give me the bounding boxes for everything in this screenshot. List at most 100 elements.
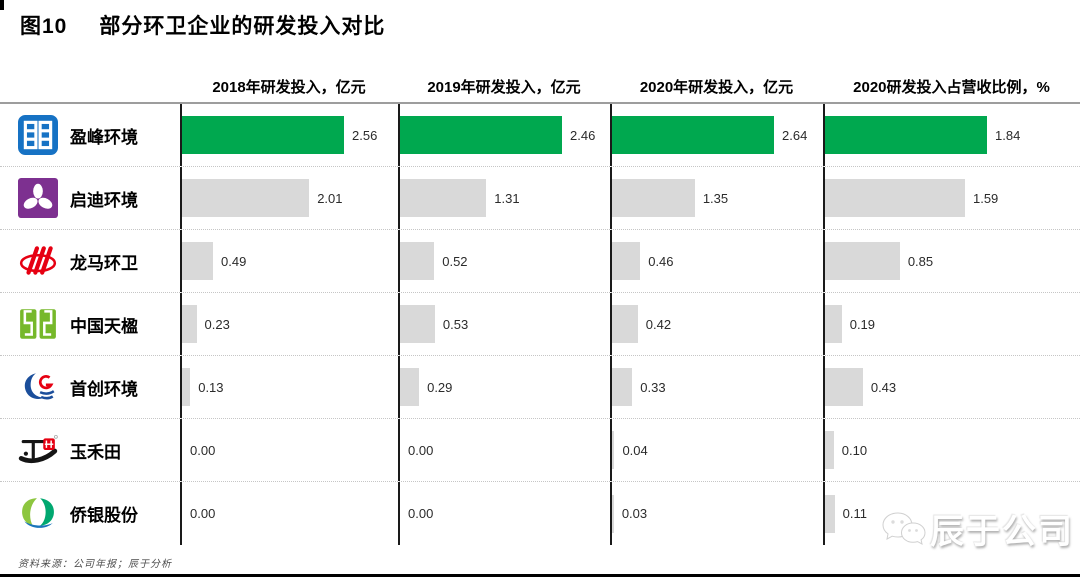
bar-value-label: 0.53 — [442, 316, 469, 332]
bottom-border-line — [0, 574, 1080, 577]
bar-value-label: 1.59 — [972, 190, 999, 206]
bar-value-label: 0.23 — [204, 316, 230, 332]
chart-row: 盈峰环境 2.56 2.46 2.64 1.84 — [0, 104, 1080, 167]
header-divider — [0, 102, 1080, 104]
corner-mark — [0, 0, 4, 10]
company-name: 首创环境 — [70, 379, 138, 399]
company-cell: 中国天楹 — [0, 293, 180, 355]
company-name: 玉禾田 — [70, 442, 121, 462]
bar-cell: 0.85 — [823, 230, 1080, 292]
bar-value-label: 1.31 — [494, 190, 520, 206]
bar — [400, 305, 435, 343]
bar-value-label: 0.43 — [870, 379, 897, 395]
bar — [400, 242, 435, 280]
bar — [400, 368, 420, 406]
bar-value-label: 0.33 — [640, 379, 666, 395]
bar-value-label: 0.19 — [849, 316, 876, 332]
bar-cell: 0.19 — [823, 293, 1080, 355]
bar — [182, 305, 197, 343]
company-cell: 玉禾田 — [0, 419, 180, 481]
header-2020: 2020年研发投入，亿元 — [639, 78, 794, 96]
bar-cell: 2.01 — [180, 167, 398, 229]
bar-cell: 0.00 — [398, 419, 610, 481]
bar-cell: 0.13 — [180, 356, 398, 418]
chart-row: 首创环境 0.13 0.29 0.33 0.43 — [0, 356, 1080, 419]
bar-value-label: 2.01 — [317, 190, 343, 206]
figure-title-text: 部分环卫企业的研发投入对比 — [99, 15, 386, 38]
bar — [825, 242, 900, 280]
bar-cell: 0.00 — [180, 482, 398, 545]
chart-row: 启迪环境 2.01 1.31 1.35 1.59 — [0, 167, 1080, 230]
watermark-text: 辰于公司 — [930, 513, 1074, 551]
bar — [825, 305, 842, 343]
bar-value-label: 0.42 — [645, 316, 672, 332]
bar-cell: 2.64 — [610, 104, 823, 166]
company-cell: 侨银股份 — [0, 482, 180, 545]
bar-cell: 0.53 — [398, 293, 610, 355]
bar-cell: 0.29 — [398, 356, 610, 418]
bar — [182, 242, 213, 280]
qiaoyin-logo — [22, 497, 54, 528]
header-2019: 2019年研发投入，亿元 — [427, 78, 581, 96]
bar-cell: 0.49 — [180, 230, 398, 292]
bar-cell: 0.23 — [180, 293, 398, 355]
bar — [825, 179, 965, 217]
longma-logo — [19, 246, 57, 275]
bar-value-label: 1.35 — [702, 190, 729, 206]
bar-cell: 0.04 — [610, 419, 823, 481]
bar — [612, 368, 633, 406]
bar — [612, 305, 638, 343]
bar-cell: 1.59 — [823, 167, 1080, 229]
bar-value-label: 0.29 — [427, 379, 453, 395]
bar-value-label: 0.00 — [408, 506, 434, 521]
tianying-logo — [20, 309, 56, 339]
company-cell: 盈峰环境 — [0, 104, 180, 166]
bar — [182, 179, 310, 217]
bar-value-label: 0.03 — [621, 506, 648, 521]
bar-value-label: 0.46 — [648, 253, 674, 269]
source-note: 资料来源：公司年报；辰于分析 — [18, 559, 172, 570]
bar — [825, 368, 863, 406]
bar-cell: 0.52 — [398, 230, 610, 292]
bar-cell: 2.46 — [398, 104, 610, 166]
bar-value-label: 0.13 — [198, 379, 224, 395]
bar-highlighted — [182, 116, 344, 154]
qidi-logo — [18, 178, 58, 218]
chart-rows: 盈峰环境 2.56 2.46 2.64 1.84 启迪环境 2.01 1.31 1.35 1.5… — [0, 104, 1080, 545]
bar — [825, 494, 835, 533]
company-name: 侨银股份 — [70, 506, 138, 525]
bar-cell: 1.84 — [823, 104, 1080, 166]
bar-value-label: 0.11 — [842, 506, 868, 521]
company-name: 龙马环卫 — [70, 253, 138, 273]
bar — [612, 431, 615, 469]
header-2018: 2018年研发投入，亿元 — [212, 78, 366, 96]
figure-number: 图10 — [20, 15, 68, 38]
bar-value-label: 2.46 — [570, 127, 596, 143]
bar-value-label: 0.85 — [907, 253, 934, 269]
bar — [612, 179, 695, 217]
bar-highlighted — [400, 116, 562, 154]
bar-cell: 0.46 — [610, 230, 823, 292]
bar-cell: 2.56 — [180, 104, 398, 166]
company-cell: 启迪环境 — [0, 167, 180, 229]
bar-cell: 0.00 — [180, 419, 398, 481]
bar-cell: 0.42 — [610, 293, 823, 355]
chart-row: 龙马环卫 0.49 0.52 0.46 0.85 — [0, 230, 1080, 293]
shouchuang-logo — [24, 373, 55, 400]
bar — [825, 431, 834, 469]
header-2020-ratio: 2020研发投入占营收比例，% — [853, 78, 1050, 96]
bar-value-label: 0.04 — [622, 442, 648, 458]
bar-cell: 0.43 — [823, 356, 1080, 418]
yingfeng-logo — [18, 115, 58, 155]
bar — [612, 242, 641, 280]
watermark: 辰于公司 — [880, 504, 1074, 553]
column-headers: 2018年研发投入，亿元 2019年研发投入，亿元 2020年研发投入，亿元 2… — [0, 72, 1080, 100]
bar-value-label: 1.84 — [995, 127, 1021, 143]
chart-row: 中国天楹 0.23 0.53 0.42 0.19 — [0, 293, 1080, 356]
company-cell: 首创环境 — [0, 356, 180, 418]
company-name: 启迪环境 — [70, 190, 138, 210]
bar-value-label: 0.10 — [841, 442, 868, 458]
company-cell: 龙马环卫 — [0, 230, 180, 292]
bar — [182, 368, 191, 406]
